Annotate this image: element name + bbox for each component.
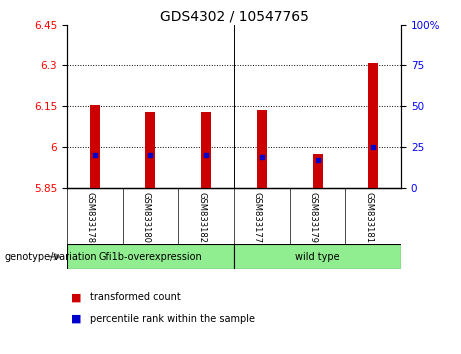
- Bar: [90, 105, 100, 188]
- Text: GSM833181: GSM833181: [364, 192, 373, 243]
- Text: transformed count: transformed count: [90, 292, 181, 302]
- Bar: [257, 110, 267, 188]
- Text: GSM833182: GSM833182: [197, 192, 206, 243]
- Bar: [67, 244, 234, 269]
- Text: GSM833179: GSM833179: [308, 192, 318, 243]
- Text: wild type: wild type: [295, 252, 340, 262]
- Text: ■: ■: [71, 292, 82, 302]
- Text: Gfi1b-overexpression: Gfi1b-overexpression: [99, 252, 202, 262]
- Text: GSM833180: GSM833180: [142, 192, 150, 243]
- Text: GSM833177: GSM833177: [253, 192, 262, 243]
- Text: percentile rank within the sample: percentile rank within the sample: [90, 314, 255, 324]
- Text: GSM833178: GSM833178: [86, 192, 95, 243]
- Text: ■: ■: [71, 314, 82, 324]
- Bar: [234, 244, 401, 269]
- Title: GDS4302 / 10547765: GDS4302 / 10547765: [160, 10, 308, 24]
- Bar: [145, 112, 155, 188]
- Bar: [201, 112, 211, 188]
- Text: genotype/variation: genotype/variation: [5, 252, 97, 262]
- Bar: [368, 63, 378, 188]
- Bar: [313, 154, 323, 188]
